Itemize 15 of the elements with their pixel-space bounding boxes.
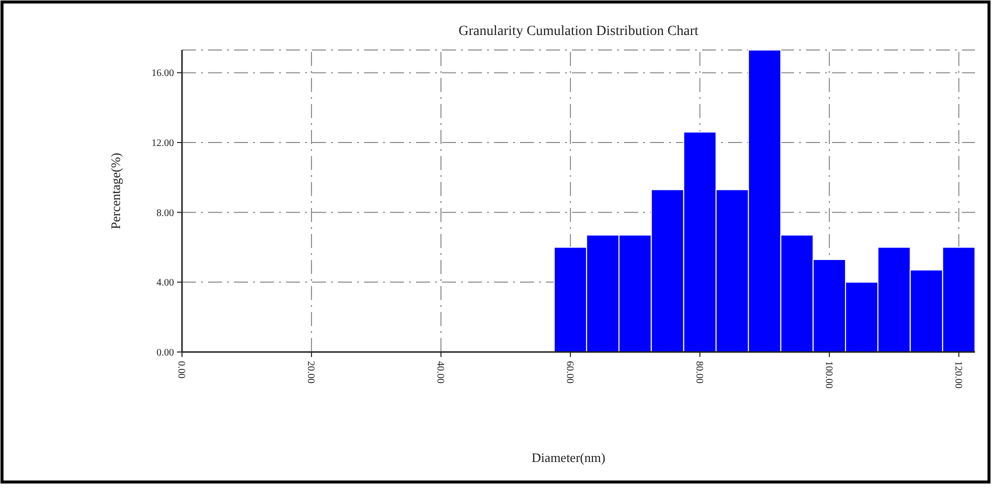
x-tick-label: 40.00: [434, 361, 446, 384]
y-tick-label: 16.00: [152, 68, 174, 80]
x-tick-label: 20.00: [304, 361, 316, 384]
y-tick-label: 4.00: [156, 278, 174, 289]
chart-title: Granularity Cumulation Distribution Chart: [458, 24, 699, 39]
y-tick-label: 0.00: [156, 348, 174, 358]
x-tick-label: 120.00: [952, 361, 964, 388]
x-tick-label: 80.00: [693, 361, 704, 384]
y-axis-title: Percentage(%): [108, 152, 123, 230]
x-tick-label: 60.00: [564, 361, 575, 384]
x-tick-label: 0.00: [176, 361, 186, 378]
x-tick-label: 100.00: [822, 361, 834, 388]
y-tick-label: 12.00: [152, 138, 174, 150]
y-tick-label: 8.00: [156, 208, 174, 219]
x-axis-title: Diameter(nm): [532, 450, 606, 465]
